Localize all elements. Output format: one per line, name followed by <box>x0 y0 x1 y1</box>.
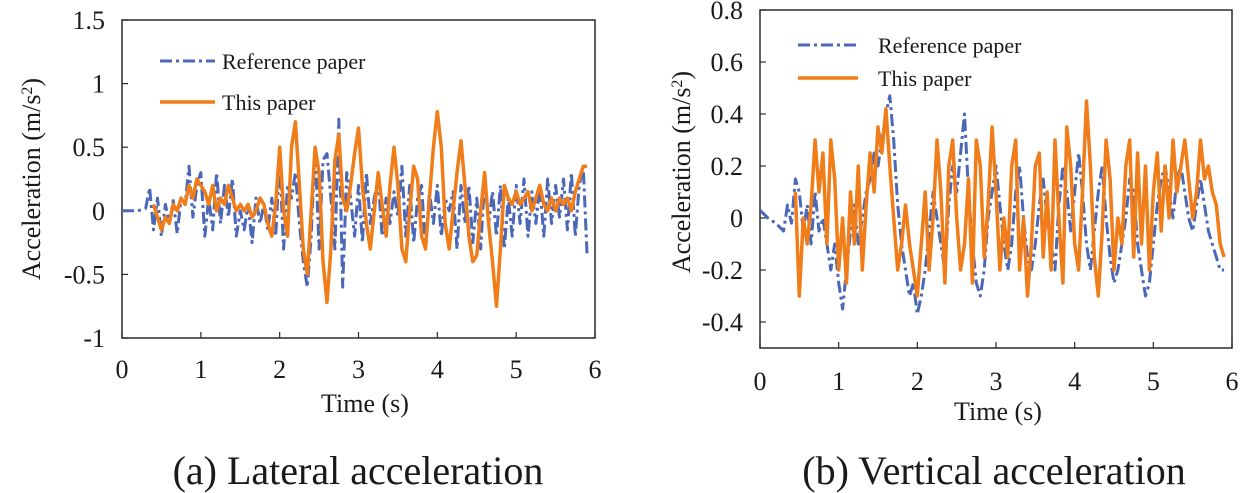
panel-b-ticks: 0 1 2 3 4 5 6 0.8 0.6 0.4 0.2 0 -0.2 -0.4 <box>702 0 1239 396</box>
series-a-this-paper-line <box>151 109 588 308</box>
x-tick-label: 3 <box>990 367 1003 396</box>
x-tick-label: 5 <box>1147 367 1160 396</box>
y-tick-label: -0.2 <box>702 256 743 285</box>
y-tick-label: 0 <box>730 204 743 233</box>
panel-b-caption: (b) Vertical acceleration <box>802 448 1185 493</box>
x-tick-label: 1 <box>194 355 207 384</box>
panel-a-series <box>122 109 589 308</box>
y-tick-label: 0.5 <box>73 133 106 162</box>
x-tick-label: 6 <box>1226 367 1239 396</box>
panel-b-ylabel-exponent: 2 <box>669 80 686 88</box>
panel-a-ylabel-exponent: 2 <box>19 87 36 95</box>
x-tick-label: 5 <box>510 355 523 384</box>
panel-b-series <box>758 94 1226 316</box>
legend-a-this-label: This paper <box>222 90 316 115</box>
y-tick-label: 1 <box>92 70 105 99</box>
legend-b-this-label: This paper <box>878 66 972 91</box>
y-tick-label: 0.8 <box>711 0 744 25</box>
x-tick-label: 0 <box>116 355 129 384</box>
panel-a-ylabel: Acceleration (m/s2) <box>17 78 46 280</box>
y-tick-label: 1.5 <box>73 6 106 35</box>
y-tick-label: -0.5 <box>64 260 105 289</box>
panel-b-ylabel: Acceleration (m/s2) <box>667 71 696 273</box>
y-tick-label: -1 <box>83 324 105 353</box>
x-tick-label: 4 <box>1068 367 1081 396</box>
panel-b-vertical: 0 1 2 3 4 5 6 0.8 0.6 0.4 0.2 0 -0.2 -0.4 Reference p… <box>667 0 1239 493</box>
y-tick-label: 0.6 <box>711 48 744 77</box>
y-tick-label: 0.2 <box>711 152 744 181</box>
x-tick-label: 6 <box>589 355 602 384</box>
x-tick-label: 2 <box>273 355 286 384</box>
x-tick-label: 0 <box>754 367 767 396</box>
panel-a-xlabel: Time (s) <box>321 389 409 418</box>
panel-a-legend: Reference paper This paper <box>160 49 366 115</box>
legend-a-ref-label: Reference paper <box>222 49 366 74</box>
series-b-this-paper-line <box>793 99 1226 298</box>
x-tick-label: 1 <box>832 367 845 396</box>
legend-b-ref-label: Reference paper <box>878 33 1022 58</box>
x-tick-label: 2 <box>911 367 924 396</box>
panel-a-ticks: 0 1 2 3 4 5 6 1.5 1 0.5 0 -0.5 -1 <box>64 6 602 384</box>
y-tick-label: -0.4 <box>702 308 743 337</box>
panel-a-lateral: 0 1 2 3 4 5 6 1.5 1 0.5 0 -0.5 -1 Reference paper Th… <box>17 6 602 493</box>
y-tick-label: 0 <box>92 197 105 226</box>
panel-a-caption: (a) Lateral acceleration <box>173 448 544 493</box>
panel-b-xlabel: Time (s) <box>954 397 1042 426</box>
x-tick-label: 4 <box>431 355 444 384</box>
panel-b-legend: Reference paper This paper <box>798 33 1022 91</box>
y-tick-label: 0.4 <box>711 100 744 129</box>
x-tick-label: 3 <box>352 355 365 384</box>
